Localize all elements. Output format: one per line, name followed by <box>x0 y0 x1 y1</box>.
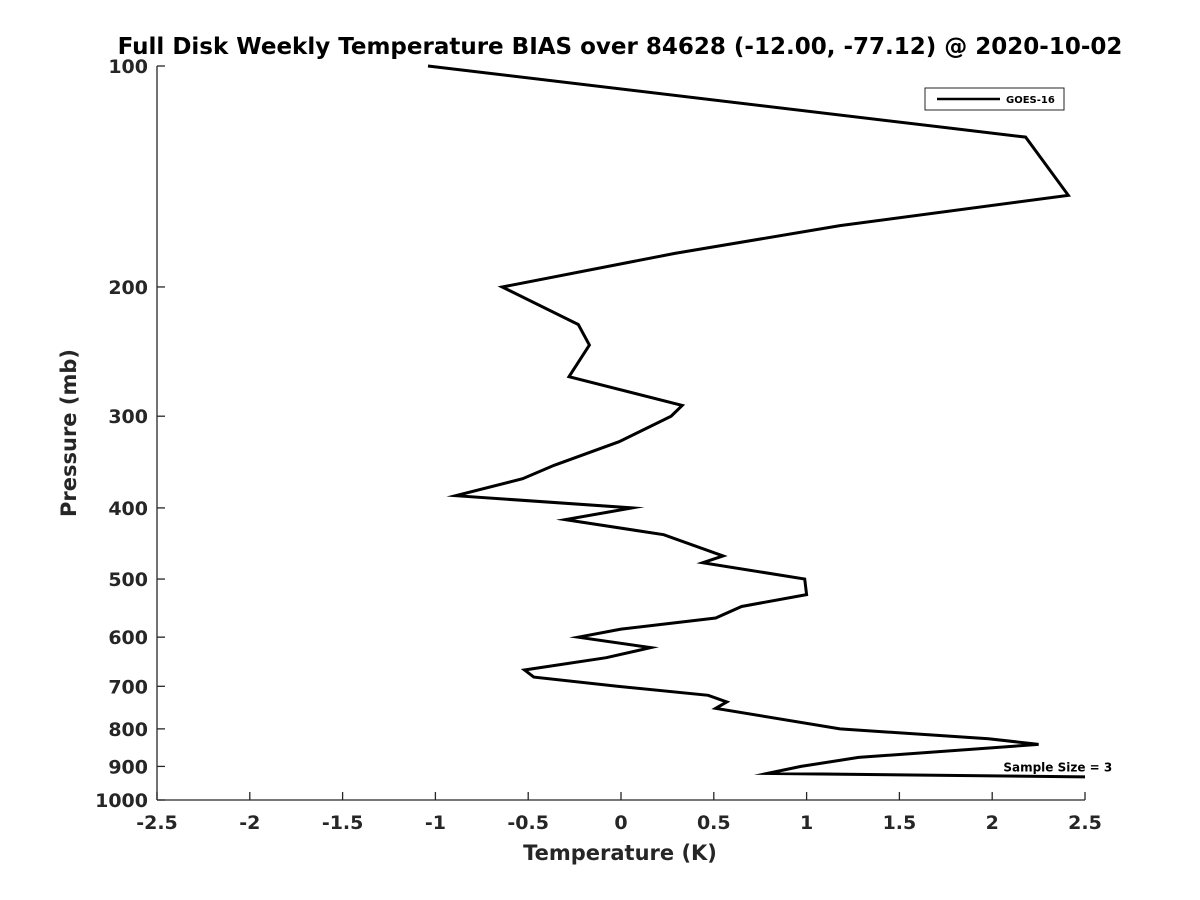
y-tick-label: 400 <box>108 498 148 520</box>
x-tick-label: -1 <box>425 812 446 834</box>
x-tick-label: -1.5 <box>322 812 364 834</box>
y-tick-label: 1000 <box>95 790 148 812</box>
x-tick-label: 0 <box>614 812 627 834</box>
y-axis-title: Pressure (mb) <box>57 349 81 517</box>
x-tick-label: 1 <box>800 812 813 834</box>
legend: GOES-16 <box>924 87 1065 111</box>
legend-label: GOES-16 <box>1006 95 1055 106</box>
x-tick-label: -2 <box>239 812 260 834</box>
x-tick-label: 2 <box>986 812 999 834</box>
y-tick-label: 200 <box>108 277 148 299</box>
y-ticks: 100 200 300 400 500 600 700 800 900 1000 <box>95 56 165 812</box>
y-tick-label: 600 <box>108 627 148 649</box>
x-tick-label: -2.5 <box>136 812 178 834</box>
x-ticks: -2.5 -2 -1.5 -1 -0.5 0 0.5 1 1.5 2 2.5 <box>136 792 1102 834</box>
x-tick-label: -0.5 <box>507 812 549 834</box>
annotation-sample-size: Sample Size = 3 <box>1003 760 1112 774</box>
x-tick-label: 1.5 <box>883 812 917 834</box>
y-tick-label: 100 <box>108 56 148 78</box>
x-tick-label: 2.5 <box>1068 812 1102 834</box>
series-layer <box>427 64 1086 779</box>
y-tick-label: 700 <box>108 676 148 698</box>
y-tick-label: 900 <box>108 756 148 778</box>
chart-title: Full Disk Weekly Temperature BIAS over 8… <box>118 34 1123 60</box>
y-tick-label: 500 <box>108 569 148 591</box>
x-axis-title: Temperature (K) <box>523 841 717 865</box>
axes <box>156 66 1085 801</box>
x-tick-label: 0.5 <box>697 812 731 834</box>
y-tick-label: 300 <box>108 406 148 428</box>
y-tick-label: 800 <box>108 719 148 741</box>
series-line <box>427 64 1086 779</box>
